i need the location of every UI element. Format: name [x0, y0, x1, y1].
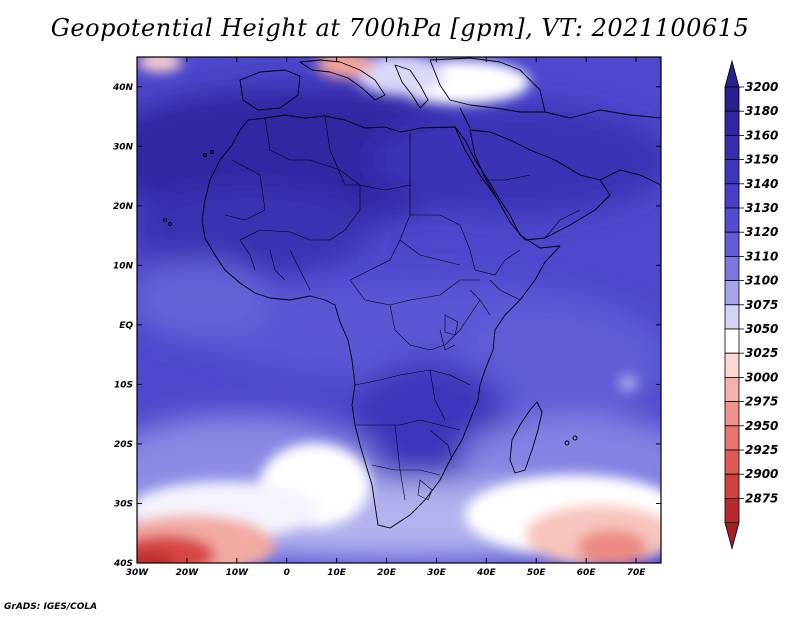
colorbar-swatch [724, 449, 740, 475]
lat-tick-label: 20N [113, 202, 134, 212]
colorbar-label: 3100 [745, 274, 778, 288]
colorbar-label: 3200 [745, 80, 778, 94]
colorbar-label: 3025 [745, 346, 778, 360]
colorbar-swatch [724, 328, 740, 354]
map-title: Geopotential Height at 700hPa [gpm], VT:… [50, 14, 750, 42]
lat-tick-label: 10N [113, 261, 134, 271]
lat-tick-label: 40N [112, 83, 134, 93]
colorbar-label: 3140 [745, 177, 778, 191]
colorbar-swatch [724, 497, 740, 523]
colorbar-swatch [724, 255, 740, 281]
colorbar-swatch [724, 86, 740, 112]
lat-tick-label: EQ [119, 321, 133, 331]
colorbar: 3200 3180 3160 3150 3140 3130 3120 3110 3100 3075… [724, 59, 778, 551]
colorbar-label: 3075 [745, 298, 778, 312]
lon-tick-label: 20E [377, 568, 397, 578]
lat-tick-label: 20S [114, 440, 133, 450]
colorbar-label: 3120 [745, 225, 778, 239]
map-frame [136, 56, 662, 564]
lat-tick-label: 40S [113, 559, 133, 569]
colorbar-swatch [724, 280, 740, 306]
colorbar-label: 2900 [745, 467, 778, 481]
colorbar-label: 3150 [745, 153, 778, 167]
colorbar-swatch [724, 401, 740, 427]
colorbar-swatch [724, 425, 740, 451]
lat-tick-label: 10S [114, 380, 133, 390]
colorbar-label: 3110 [745, 249, 778, 263]
colorbar-label: 3160 [745, 128, 778, 142]
colorbar-label: 2950 [745, 419, 778, 433]
colorbar-swatch [724, 304, 740, 330]
colorbar-top-arrow [724, 59, 740, 88]
colorbar-swatch [724, 183, 740, 209]
colorbar-swatch [724, 110, 740, 136]
lon-tick-label: 50E [527, 568, 547, 578]
colorbar-label: 3180 [745, 104, 778, 118]
colorbar-swatch [724, 473, 740, 499]
height-field [137, 57, 661, 563]
colorbar-swatch [724, 376, 740, 402]
colorbar-bottom-arrow [724, 522, 740, 551]
lon-tick-label: 20W [176, 568, 200, 578]
colorbar-label: 2925 [745, 443, 778, 457]
colorbar-swatch [724, 352, 740, 378]
lon-tick-label: 30E [427, 568, 447, 578]
colorbar-swatch [724, 231, 740, 257]
lon-tick-label: 30W [126, 568, 150, 578]
lon-tick-label: 10W [226, 568, 250, 578]
lon-tick-label: 70E [627, 568, 647, 578]
lon-tick-label: 40E [476, 568, 497, 578]
lat-tick-label: 30N [113, 142, 134, 152]
colorbar-swatch [724, 159, 740, 185]
colorbar-swatch [724, 207, 740, 233]
colorbar-label: 3130 [745, 201, 778, 215]
lon-tick-label: 0 [284, 568, 290, 578]
latitude-axis: 40N 30N 20N 10N EQ 10S 20S 30S 40S [112, 83, 661, 569]
lat-tick-label: 30S [114, 499, 133, 509]
coastlines [163, 57, 661, 529]
country-borders [224, 115, 581, 501]
lon-tick-label: 60E [577, 568, 597, 578]
lon-tick-label: 10E [327, 568, 347, 578]
colorbar-label: 3050 [745, 322, 778, 336]
colorbar-label: 2875 [745, 491, 778, 505]
longitude-axis: 30W 20W 10W 0 10E 20E 30E 40E 50E 60E 70E [126, 57, 646, 578]
colorbar-label: 3000 [745, 370, 778, 384]
colorbar-label: 2975 [745, 395, 778, 409]
colorbar-swatch [724, 134, 740, 160]
grads-credit: GrADS: IGES/COLA [4, 602, 98, 612]
